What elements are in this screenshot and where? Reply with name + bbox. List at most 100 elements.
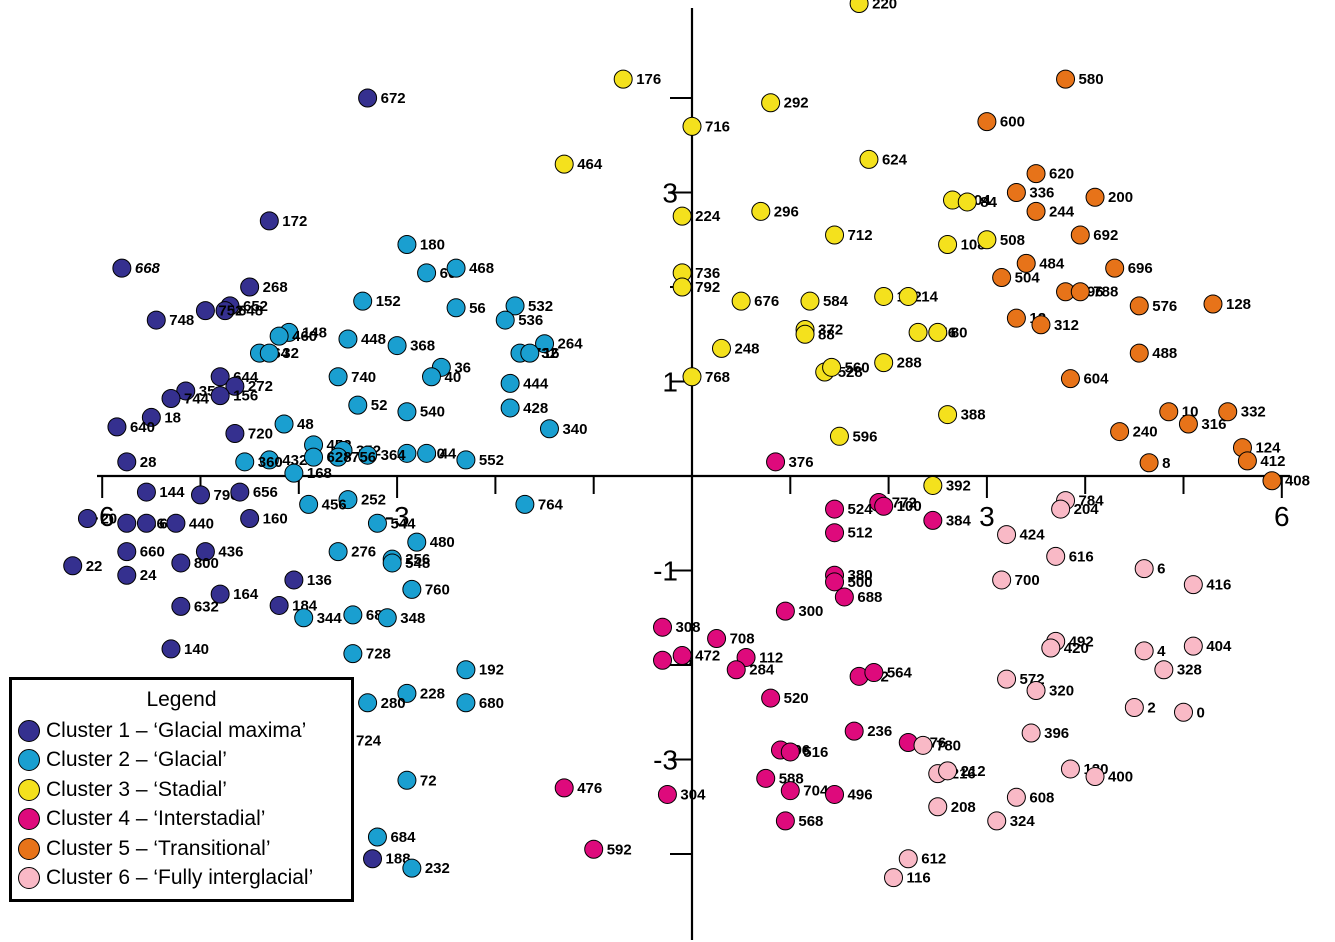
point-596 <box>829 426 849 446</box>
point-532 <box>505 296 525 316</box>
point-460 <box>269 326 289 346</box>
point-label-484: 484 <box>1039 255 1065 272</box>
legend-swatch-cluster-1 <box>18 719 40 742</box>
point-480 <box>407 532 427 552</box>
point-label-600: 600 <box>1000 114 1025 131</box>
point-8 <box>1139 453 1159 473</box>
point-0 <box>1174 702 1193 722</box>
point-656 <box>230 482 250 502</box>
point-label-660: 660 <box>140 544 165 561</box>
point-label-276: 276 <box>351 544 376 561</box>
point-456 <box>299 494 319 514</box>
point-136 <box>284 570 304 590</box>
point-label-204: 204 <box>1074 501 1100 518</box>
point-label-448: 448 <box>361 331 386 348</box>
point-label-532: 532 <box>528 298 553 315</box>
point-68 <box>343 605 363 625</box>
point-label-128: 128 <box>1226 296 1251 313</box>
point-728 <box>343 644 363 664</box>
legend-swatch-cluster-2 <box>18 749 40 772</box>
point-label-0: 0 <box>1197 704 1205 721</box>
point-label-780: 780 <box>936 737 961 754</box>
point-label-684: 684 <box>390 829 416 846</box>
point-440 <box>166 513 186 533</box>
point-label-88: 88 <box>818 326 835 343</box>
point-label-424: 424 <box>1020 527 1046 544</box>
point-label-240: 240 <box>1133 424 1158 441</box>
point-640 <box>107 417 127 437</box>
point-label-316: 316 <box>1201 416 1226 433</box>
point-32 <box>259 343 279 363</box>
point-20 <box>77 509 97 529</box>
point-label-160: 160 <box>263 511 288 528</box>
point-520 <box>761 688 781 708</box>
point-label-800: 800 <box>194 555 219 572</box>
point-label-756: 756 <box>351 449 376 466</box>
point-label-428: 428 <box>523 400 548 417</box>
point-label-624: 624 <box>882 151 908 168</box>
legend-item-cluster-6: Cluster 6 – ‘Fully interglacial’ <box>12 864 351 894</box>
point-800 <box>171 553 191 573</box>
point-224 <box>672 206 692 226</box>
point-label-100: 100 <box>897 498 922 515</box>
point-label-748: 748 <box>169 312 194 329</box>
point-252 <box>338 490 358 510</box>
point-80 <box>928 322 948 342</box>
point-label-24: 24 <box>140 567 157 584</box>
point-label-22: 22 <box>86 558 103 575</box>
point-332 <box>1218 402 1238 422</box>
point-696 <box>1105 258 1125 278</box>
point-label-508: 508 <box>1000 232 1025 249</box>
x-tick-label: -3 <box>385 501 410 532</box>
point-label-728: 728 <box>366 646 391 663</box>
point-label-84: 84 <box>980 194 997 211</box>
point-344 <box>294 608 314 628</box>
point-232 <box>402 858 422 878</box>
point-label-180: 180 <box>420 236 445 253</box>
point-524 <box>825 499 845 519</box>
point-512 <box>825 523 845 543</box>
point-688 <box>834 587 854 607</box>
point-720 <box>225 423 245 443</box>
point-label-788: 788 <box>1093 284 1118 301</box>
point-label-2: 2 <box>1147 700 1155 717</box>
point-label-232: 232 <box>425 860 450 877</box>
point-label-292: 292 <box>784 95 809 112</box>
point-400 <box>1085 767 1105 787</box>
point-label-384: 384 <box>946 512 972 529</box>
point-660 <box>117 542 137 562</box>
point-412 <box>1237 451 1257 471</box>
point-408 <box>1262 471 1282 491</box>
point-label-332: 332 <box>1241 404 1266 421</box>
point-label-256: 256 <box>405 551 430 568</box>
point-label-740: 740 <box>351 369 376 386</box>
point-label-364: 364 <box>381 447 407 464</box>
point-364 <box>358 445 378 465</box>
point-label-520: 520 <box>784 690 809 707</box>
point-616 <box>1046 546 1066 566</box>
point-label-524: 524 <box>848 501 874 518</box>
legend-title: Legend <box>146 688 217 711</box>
point-88 <box>795 324 815 344</box>
point-label-732: 732 <box>533 345 558 362</box>
legend-item-cluster-5: Cluster 5 – ‘Transitional’ <box>12 834 351 864</box>
x-tick-label: 6 <box>1274 501 1290 532</box>
point-568 <box>775 811 795 831</box>
point-488 <box>1129 343 1149 363</box>
point-612 <box>898 849 918 869</box>
point-label-468: 468 <box>469 260 494 277</box>
legend-label-cluster-4: Cluster 4 – ‘Interstadial’ <box>46 807 266 831</box>
point-680 <box>456 693 476 713</box>
point-label-40: 40 <box>445 369 462 386</box>
point-392 <box>923 475 943 495</box>
point-label-144: 144 <box>159 484 185 501</box>
point-label-172: 172 <box>282 213 307 230</box>
point-220 <box>849 0 869 13</box>
point-200 <box>1085 187 1105 207</box>
point-label-296: 296 <box>774 203 799 220</box>
point-label-772: 772 <box>892 494 917 511</box>
point-376 <box>766 452 786 472</box>
